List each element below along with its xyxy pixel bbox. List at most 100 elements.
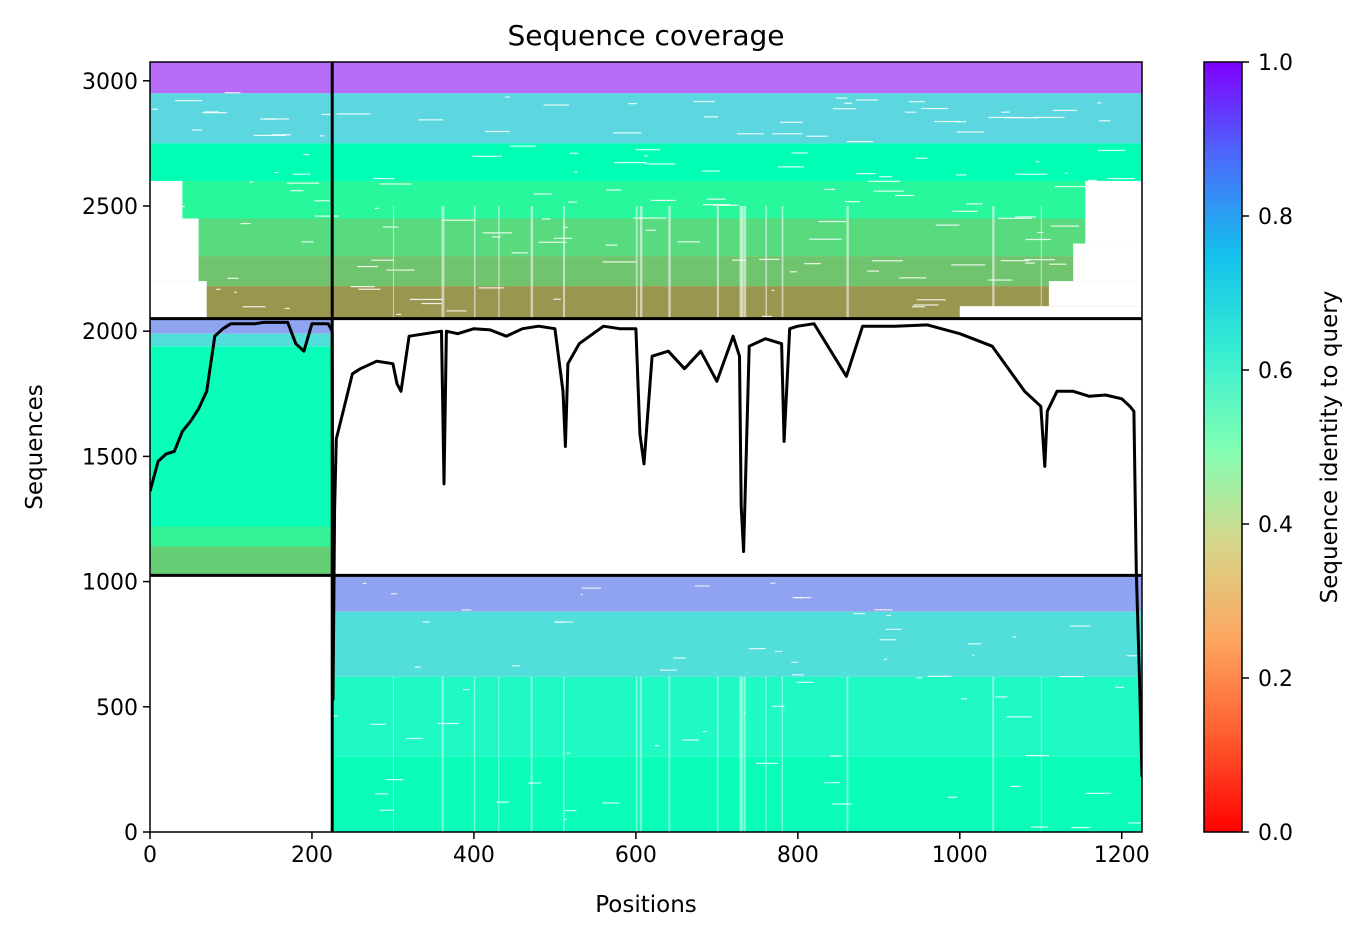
gap-tick xyxy=(358,288,381,290)
gap-stripe xyxy=(635,676,638,832)
gap-tick xyxy=(234,291,237,293)
gap-tick xyxy=(371,259,394,261)
heat-cell xyxy=(150,218,1142,257)
gap-stripe xyxy=(741,676,743,832)
gap-tick xyxy=(293,173,311,175)
gap-stripe xyxy=(739,676,742,832)
gap-stripe xyxy=(392,205,394,319)
gap-tick xyxy=(152,205,185,208)
x-tick-label: 200 xyxy=(291,843,333,868)
gap-tick xyxy=(844,201,860,203)
gap-tick xyxy=(406,737,424,740)
gap-tick xyxy=(286,182,319,184)
x-axis-ticks: 0 200 400 600 800 1000 1200 xyxy=(143,832,1150,868)
y-tick-label: 2500 xyxy=(82,195,138,220)
gap-tick xyxy=(563,226,568,228)
gap-tick xyxy=(712,204,739,206)
gap-tick xyxy=(913,304,939,306)
gap-tick xyxy=(564,818,567,821)
y-tick-label: 2000 xyxy=(82,320,138,345)
gap-tick xyxy=(446,310,467,312)
gap-tick xyxy=(1126,655,1142,657)
gap-tick xyxy=(301,241,314,243)
gap-tick xyxy=(284,307,290,310)
gap-tick xyxy=(633,217,667,219)
gap-tick xyxy=(1049,263,1067,265)
gap-tick xyxy=(749,648,766,650)
gap-region xyxy=(959,306,1142,319)
gap-tick xyxy=(1015,173,1048,175)
gap-tick xyxy=(1037,231,1044,234)
gap-tick xyxy=(966,203,983,205)
gap-tick xyxy=(704,116,719,118)
gap-tick xyxy=(855,99,878,101)
gap-tick xyxy=(832,108,857,110)
gap-tick xyxy=(886,614,891,617)
gap-stripe xyxy=(765,205,767,319)
gap-tick xyxy=(868,180,900,182)
gap-stripe xyxy=(743,205,747,319)
gap-tick xyxy=(528,782,541,784)
gap-tick xyxy=(912,306,925,308)
gap-tick xyxy=(794,597,812,599)
gap-tick xyxy=(421,302,442,305)
gap-tick xyxy=(1025,262,1036,264)
gap-tick xyxy=(761,315,772,318)
heat-cell xyxy=(150,62,1142,94)
gap-region xyxy=(1085,180,1142,244)
gap-tick xyxy=(944,675,947,677)
gap-tick xyxy=(654,745,660,747)
gap-tick xyxy=(1088,179,1097,182)
gap-tick xyxy=(553,237,573,239)
gap-tick xyxy=(336,113,371,115)
gap-tick xyxy=(951,264,986,266)
gap-tick xyxy=(496,801,509,803)
gap-tick xyxy=(995,696,1008,698)
gap-tick xyxy=(379,809,394,811)
gap-tick xyxy=(202,112,228,114)
gap-tick xyxy=(770,582,776,584)
gap-tick xyxy=(1000,260,1030,262)
gap-tick xyxy=(240,222,251,225)
gap-tick xyxy=(555,621,574,623)
gap-tick xyxy=(482,232,513,234)
coverage-gaps xyxy=(150,92,1142,832)
gap-tick xyxy=(204,111,219,113)
gap-stripe xyxy=(639,205,643,319)
gap-tick xyxy=(264,118,278,120)
gap-stripe xyxy=(846,676,849,832)
gap-tick xyxy=(271,134,291,136)
gap-tick xyxy=(790,271,797,273)
gap-tick xyxy=(956,174,967,176)
gap-stripe xyxy=(1040,205,1042,319)
gap-tick xyxy=(568,201,577,203)
gap-tick xyxy=(461,609,472,611)
gap-stripe xyxy=(716,205,719,319)
gap-tick xyxy=(538,241,567,243)
gap-tick xyxy=(972,654,975,656)
gap-tick xyxy=(442,219,476,221)
gap-tick xyxy=(1025,754,1049,757)
gap-tick xyxy=(824,782,840,784)
gap-tick xyxy=(321,113,331,116)
gap-tick xyxy=(1098,120,1111,122)
gap-tick xyxy=(1135,313,1142,315)
gap-tick xyxy=(635,149,661,151)
gap-tick xyxy=(673,657,687,659)
heat-cell xyxy=(150,346,333,527)
gap-tick xyxy=(1035,161,1040,163)
gap-tick xyxy=(961,698,968,700)
gap-stripe xyxy=(668,676,671,832)
gap-tick xyxy=(613,132,642,134)
gap-tick xyxy=(1033,116,1065,119)
gap-tick xyxy=(1068,281,1088,284)
heat-cell xyxy=(150,526,333,547)
gap-tick xyxy=(1070,625,1091,627)
gap-tick xyxy=(947,796,957,798)
gap-tick xyxy=(908,101,925,103)
gap-tick xyxy=(791,152,808,154)
gap-tick xyxy=(844,102,853,104)
gap-tick xyxy=(471,155,503,157)
gap-stripe xyxy=(743,676,746,832)
